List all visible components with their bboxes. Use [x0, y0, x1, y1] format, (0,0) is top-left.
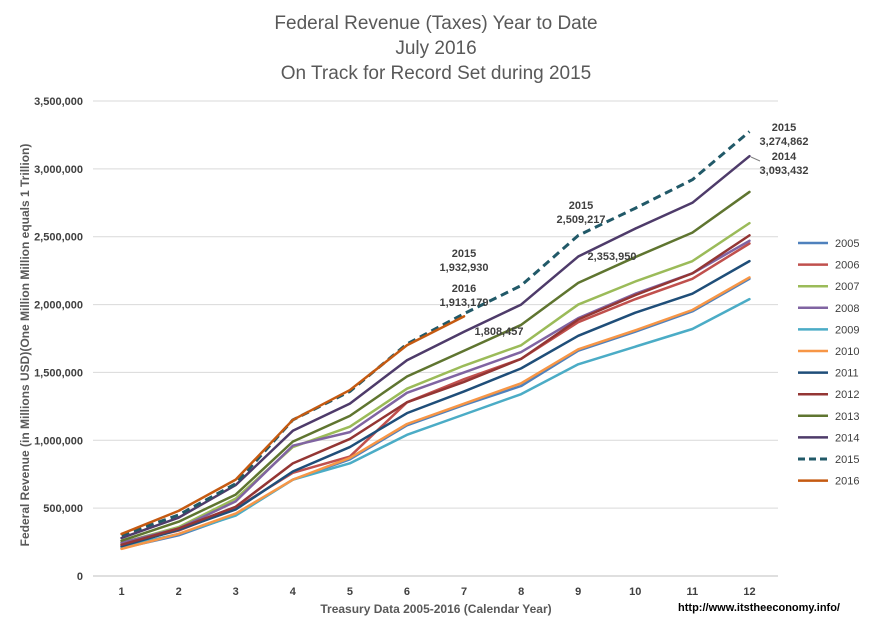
x-tick-label: 9: [575, 586, 581, 598]
y-tick-label: 2,000,000: [34, 300, 83, 312]
data-label: 2,353,950: [588, 251, 637, 263]
x-tick-label: 3: [233, 586, 239, 598]
data-label: 2015 2,509,217: [557, 200, 606, 226]
series-line-2011: [120, 259, 751, 548]
legend-label-2006: 2006: [835, 260, 859, 272]
x-tick-label: 7: [461, 586, 467, 598]
data-label: 2016 1,913,179: [440, 283, 489, 309]
data-label: 2015 1,932,930: [440, 248, 489, 274]
x-axis-tick-labels: 1 2 3 4 5 6 7 8 9 10 11 12: [118, 586, 755, 598]
y-tick-label: 500,000: [43, 503, 83, 515]
y-tick-label: 0: [77, 571, 83, 583]
y-tick-label: 3,500,000: [34, 96, 83, 108]
chart-title: Federal Revenue (Taxes) Year to Date Jul…: [274, 13, 597, 84]
data-label: 2015 3,274,862: [760, 122, 809, 148]
legend-label-2005: 2005: [835, 238, 859, 250]
x-tick-label: 1: [118, 586, 124, 598]
y-tick-label: 2,500,000: [34, 232, 83, 244]
legend-label-2016: 2016: [835, 476, 859, 488]
series-lines: [120, 130, 751, 551]
source-url: http://www.itstheeconomy.info/: [678, 602, 840, 614]
legend-label-2009: 2009: [835, 324, 859, 336]
x-tick-label: 6: [404, 586, 410, 598]
leader-line: [750, 156, 761, 162]
x-tick-label: 12: [743, 586, 755, 598]
x-tick-label: 2: [176, 586, 182, 598]
legend-label-2014: 2014: [835, 432, 859, 444]
y-tick-label: 1,500,000: [34, 367, 83, 379]
x-tick-label: 4: [290, 586, 297, 598]
series-line-2015: [121, 130, 751, 537]
y-tick-label: 3,000,000: [34, 164, 83, 176]
chart-title-line-1: Federal Revenue (Taxes) Year to Date: [274, 13, 597, 34]
legend-label-2007: 2007: [835, 281, 859, 293]
series-line-2007: [120, 221, 751, 544]
x-axis-label: Treasury Data 2005-2016 (Calendar Year): [320, 602, 551, 616]
y-axis-tick-labels: 0 500,000 1,000,000 1,500,000 2,000,000 2,500…: [34, 96, 83, 583]
data-label: 1,808,457: [475, 326, 524, 338]
series-line-2014: [120, 154, 751, 540]
series-line-2012: [120, 234, 751, 547]
legend-label-2010: 2010: [835, 346, 859, 358]
legend-label-2013: 2013: [835, 411, 859, 423]
legend-label-2015: 2015: [835, 454, 859, 466]
series-line-2013: [120, 190, 751, 542]
annotations: 2015 1,932,930 2016 1,913,179 1,808,457 2015 2…: [440, 122, 809, 338]
y-tick-label: 1,000,000: [34, 435, 83, 447]
x-tick-label: 11: [687, 586, 699, 598]
series-line-2016: [120, 315, 466, 536]
series-line-2009: [120, 297, 751, 549]
legend: 2005 2006 2007 2008 2009 2010 2011 2012 2013 2014…: [798, 238, 859, 488]
chart-title-line-2: July 2016: [395, 38, 476, 59]
series-line-2010: [120, 276, 751, 551]
data-label: 2014 3,093,432: [760, 151, 809, 177]
x-tick-label: 8: [518, 586, 524, 598]
chart-title-line-3: On Track for Record Set during 2015: [281, 63, 592, 84]
x-tick-label: 10: [629, 586, 641, 598]
legend-label-2008: 2008: [835, 303, 859, 315]
x-tick-label: 5: [347, 586, 353, 598]
legend-label-2012: 2012: [835, 389, 859, 401]
y-axis-label: Federal Revenue (in Millions USD)(One Mi…: [18, 144, 32, 547]
legend-label-2011: 2011: [835, 368, 859, 380]
